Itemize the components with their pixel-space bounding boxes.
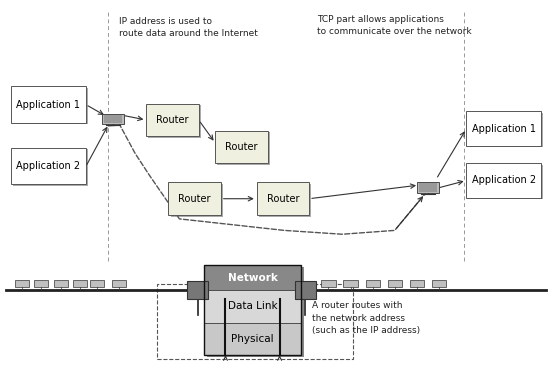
Bar <box>418 184 437 192</box>
Bar <box>89 280 104 287</box>
Text: A router routes with
the network address
(such as the IP address): A router routes with the network address… <box>312 301 420 335</box>
Bar <box>417 182 439 193</box>
Bar <box>295 281 316 299</box>
Bar <box>102 114 124 124</box>
Text: Application 2: Application 2 <box>16 161 81 171</box>
Bar <box>469 113 543 147</box>
Bar <box>168 182 221 215</box>
Bar <box>432 280 446 287</box>
Bar <box>148 105 201 138</box>
Bar <box>204 290 301 323</box>
Bar <box>257 182 309 215</box>
Bar <box>73 280 87 287</box>
Bar <box>13 88 88 124</box>
Bar <box>11 86 86 123</box>
Bar <box>466 163 541 198</box>
Bar <box>204 323 301 355</box>
Text: Application 1: Application 1 <box>472 124 535 134</box>
Bar <box>187 281 208 299</box>
Text: Network: Network <box>227 273 278 283</box>
Bar <box>217 132 270 165</box>
Bar <box>259 184 311 217</box>
Bar <box>146 104 199 136</box>
Bar <box>204 265 301 290</box>
Bar <box>34 280 49 287</box>
Bar <box>388 280 402 287</box>
Bar <box>112 280 126 287</box>
Bar <box>11 148 86 184</box>
Text: TCP part allows applications
to communicate over the network: TCP part allows applications to communic… <box>317 15 472 36</box>
Text: Router: Router <box>178 194 211 204</box>
Bar <box>469 165 543 199</box>
Text: Application 1: Application 1 <box>17 99 80 110</box>
Bar <box>157 284 353 359</box>
Bar <box>343 280 358 287</box>
Text: Router: Router <box>267 194 299 204</box>
Bar <box>215 131 268 163</box>
Bar <box>207 267 304 357</box>
Text: Physical: Physical <box>231 334 274 344</box>
Bar <box>321 280 336 287</box>
Text: Router: Router <box>156 115 189 125</box>
Bar <box>466 111 541 146</box>
Bar <box>54 280 68 287</box>
Text: Data Link: Data Link <box>228 301 277 311</box>
Bar <box>15 280 29 287</box>
Text: Application 2: Application 2 <box>471 175 536 185</box>
Bar <box>13 149 88 186</box>
Text: Router: Router <box>225 142 258 152</box>
Bar <box>204 265 301 355</box>
Bar <box>104 115 123 123</box>
Bar <box>365 280 380 287</box>
Bar <box>171 184 223 217</box>
Text: IP address is used to
route data around the Internet: IP address is used to route data around … <box>119 17 258 38</box>
Bar <box>410 280 424 287</box>
